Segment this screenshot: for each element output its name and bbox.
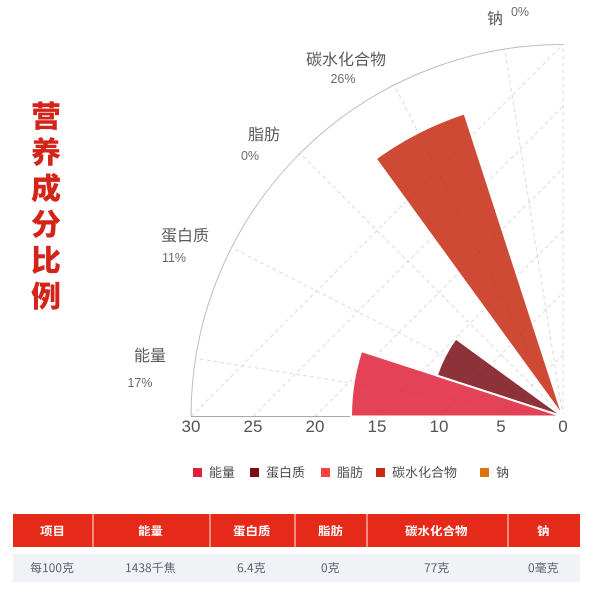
radial-tick-4: 10 — [429, 417, 449, 436]
table-header-label — [233, 524, 271, 537]
table-cell-label — [424, 562, 449, 574]
table-header-cell-5 — [507, 524, 580, 537]
table-header-cell-1 — [92, 524, 209, 537]
legend-item-4[interactable] — [480, 465, 509, 479]
category-label-2 — [248, 126, 280, 142]
category-label-1 — [161, 227, 209, 243]
chart-title — [31, 98, 61, 314]
header-separator — [294, 514, 296, 547]
table-cell-label — [30, 562, 74, 574]
radial-tick-2: 20 — [305, 417, 325, 436]
legend-swatch — [480, 467, 489, 477]
bar-sector-1[interactable] — [435, 337, 564, 418]
table-header-cell-2 — [209, 524, 294, 537]
bar-sector-3[interactable] — [374, 112, 564, 418]
category-label-3 — [306, 51, 386, 67]
table-header-label — [317, 524, 343, 537]
table-cell-label — [125, 562, 176, 574]
category-percent-1: 11% — [161, 251, 187, 265]
legend-swatch — [249, 467, 259, 477]
header-separator — [366, 514, 368, 547]
legend-label — [496, 466, 509, 478]
legend-label — [265, 465, 305, 479]
table-cell-2 — [209, 562, 294, 574]
table-header-cell-0 — [13, 525, 92, 537]
category-percent-4: 0% — [510, 5, 530, 19]
legend-item-0[interactable] — [193, 465, 235, 479]
radial-tick-5: 5 — [496, 417, 506, 436]
legend-label — [391, 465, 457, 478]
table-cell-5 — [507, 562, 580, 574]
outer-arc — [190, 44, 564, 417]
radial-tick-0: 30 — [181, 417, 201, 436]
table-body-row — [13, 554, 580, 582]
table-cell-4 — [366, 562, 507, 574]
table-header-cell-4 — [366, 524, 507, 537]
grid-spoke — [231, 247, 564, 417]
table-cell-3 — [294, 562, 366, 574]
grid-spoke — [299, 153, 564, 417]
radial-tick-6: 0 — [558, 417, 568, 436]
category-percent-2: 0% — [240, 149, 260, 163]
legend-item-1[interactable] — [249, 465, 305, 479]
header-separator — [209, 514, 211, 547]
legend-swatch — [321, 467, 330, 477]
table-header-cell-3 — [294, 524, 366, 537]
nutrition-table — [13, 514, 580, 582]
grid-spoke — [504, 49, 564, 417]
table-header-label — [40, 525, 65, 537]
table-cell-0 — [13, 562, 92, 574]
legend-label — [337, 466, 363, 479]
table-cell-1 — [92, 562, 209, 574]
legend-swatch — [375, 467, 385, 477]
legend-label — [209, 465, 235, 478]
table-cell-label — [321, 562, 340, 574]
table-header-label — [537, 524, 550, 537]
table-header-row — [13, 514, 580, 547]
category-label-0 — [134, 347, 166, 363]
category-percent-3: 26% — [330, 72, 356, 86]
category-percent-0: 17% — [127, 376, 153, 390]
table-cell-label — [528, 562, 559, 574]
header-separator — [92, 514, 94, 547]
header-separator — [507, 514, 509, 547]
legend-item-2[interactable] — [321, 465, 363, 479]
radial-tick-1: 25 — [243, 417, 263, 436]
legend-swatch — [193, 467, 202, 477]
table-header-label — [405, 524, 468, 537]
legend-item-3[interactable] — [375, 465, 457, 479]
radial-tick-3: 15 — [367, 417, 387, 436]
table-header-label — [138, 524, 163, 537]
grid-chord — [190, 44, 564, 417]
table-cell-label — [237, 562, 266, 574]
category-label-4 — [487, 10, 503, 26]
